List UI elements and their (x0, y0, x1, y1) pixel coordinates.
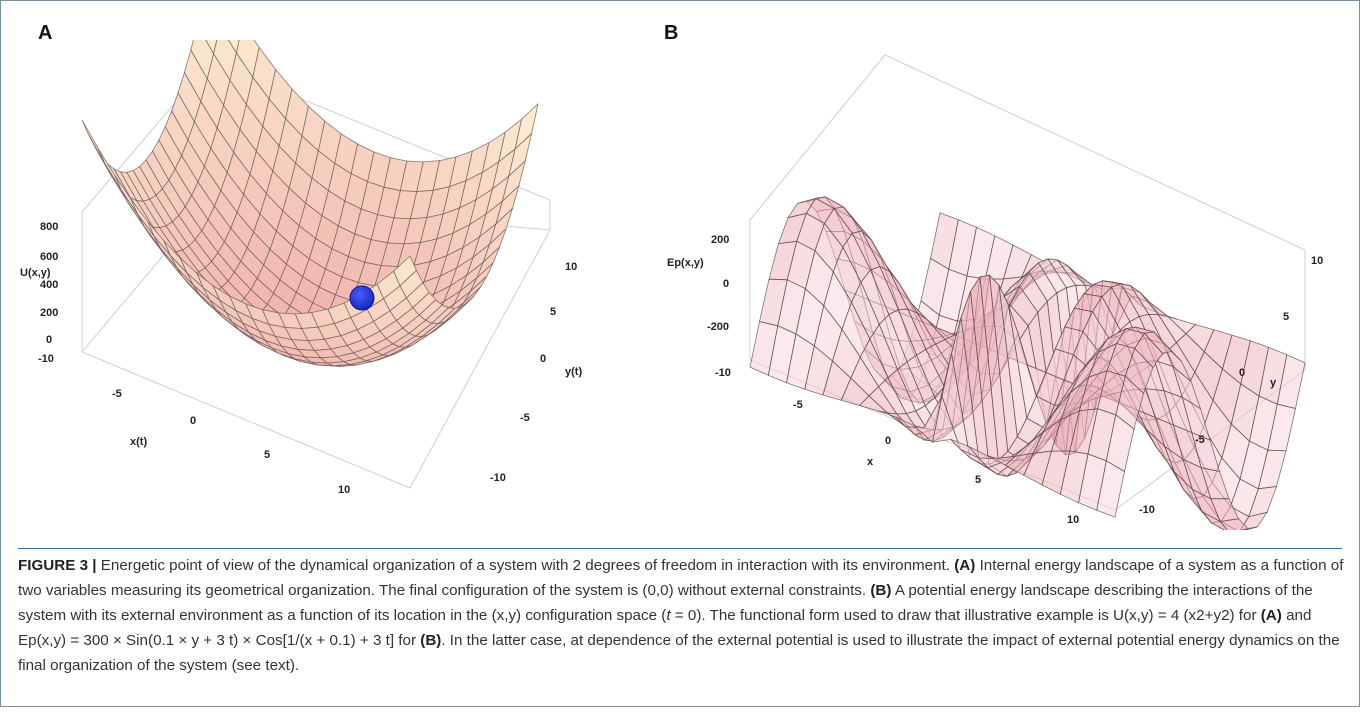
caption-text-b3: and Ep(x,y) = 300 × Sin(0.1 × y + 3 t) ×… (18, 607, 1312, 649)
panel-a-y-tick-m10: -10 (490, 472, 506, 484)
panel-a-z-axis-label: U(x,y) (20, 267, 51, 279)
panel-a-z-tick-200: 200 (40, 307, 58, 319)
panel-a-y-tick-m5: -5 (520, 412, 530, 424)
panel-b-y-tick-m10: -10 (1139, 504, 1155, 516)
panel-b-y-tick-10: 10 (1311, 255, 1323, 267)
panel-b-x-tick-10: 10 (1067, 514, 1079, 526)
panel-b-y-tick-0: 0 (1239, 367, 1245, 379)
panel-b-y-tick-5: 5 (1283, 311, 1289, 323)
panel-b-x-tick-0: 0 (885, 435, 891, 447)
panel-b-surface-cell (1096, 460, 1125, 518)
panel-b-y-axis-label: y (1270, 377, 1277, 389)
panel-a-y-axis-label: y(t) (565, 366, 582, 378)
panel-b-surface (749, 196, 1306, 530)
caption-ref-a2: (A) (1260, 607, 1282, 624)
panel-a-surface-cell (393, 255, 417, 287)
caption-ref-a: (A) (954, 557, 976, 574)
panel-b-z-tick-m200: -200 (707, 321, 729, 333)
caption-t-var: t (666, 607, 671, 624)
panel-a-x-axis-label: x(t) (130, 436, 147, 448)
caption-text-a: Internal energy landscape of a system as… (18, 557, 1344, 599)
panel-a-x-tick-m10: -10 (38, 353, 54, 365)
panel-a-y-tick-10: 10 (565, 261, 577, 273)
panel-a-y-tick-5: 5 (550, 306, 556, 318)
panel-b-plot: 200 0 -200 Ep(x,y) -10 -5 0 5 10 x 10 5 … (667, 54, 1323, 530)
caption-ref-b2: (B) (420, 632, 442, 649)
panel-a-surface-cell (81, 119, 106, 164)
panel-b-x-axis-label: x (867, 456, 874, 468)
panel-b-z-axis-label: Ep(x,y) (667, 257, 704, 269)
panel-a-z-tick-800: 800 (40, 221, 58, 233)
panel-b-x-tick-m5: -5 (793, 399, 803, 411)
panel-a-x-tick-m5: -5 (112, 388, 122, 400)
panel-a-surface-cell (98, 148, 122, 191)
panel-a-y-tick-0: 0 (540, 353, 546, 365)
caption-ref-b: (B) (870, 582, 892, 599)
panel-b-letter: B (664, 22, 679, 44)
panel-a-z-tick-600: 600 (40, 251, 58, 263)
panel-a-letter: A (38, 22, 53, 44)
panel-b-z-tick-0: 0 (723, 278, 729, 290)
figure-caption: FIGURE 3 | Energetic point of view of th… (18, 553, 1348, 678)
panel-a-ball (349, 285, 375, 311)
panel-b-x-tick-5: 5 (975, 474, 981, 486)
panel-b-x-tick-m10: -10 (715, 367, 731, 379)
caption-rule (18, 548, 1342, 549)
caption-intro: Energetic point of view of the dynamical… (100, 557, 950, 574)
panel-b-z-tick-200: 200 (711, 234, 729, 246)
panel-a-x-tick-0: 0 (190, 415, 196, 427)
panel-a-plot: 800 600 400 200 0 U(x,y) -10 -5 0 5 10 x… (20, 40, 582, 496)
frame-border-top (0, 0, 1360, 1)
frame-border-bottom (0, 706, 1360, 707)
caption-text-b2: = 0). The functional form used to draw t… (674, 607, 1257, 624)
panel-a-x-tick-5: 5 (264, 449, 270, 461)
panel-a-x-tick-10: 10 (338, 484, 350, 496)
panel-b-y-tick-m5: -5 (1195, 434, 1205, 446)
panel-a-z-tick-0: 0 (46, 334, 52, 346)
frame-border-left (0, 0, 1, 706)
figure-label: FIGURE 3 | (18, 557, 97, 574)
panel-a-surface (81, 40, 539, 367)
caption-text-end: . In the latter case, at dependence of t… (18, 632, 1340, 674)
panel-a-z-tick-400: 400 (40, 279, 58, 291)
caption-text-b1: A potential energy landscape describing … (18, 582, 1313, 624)
